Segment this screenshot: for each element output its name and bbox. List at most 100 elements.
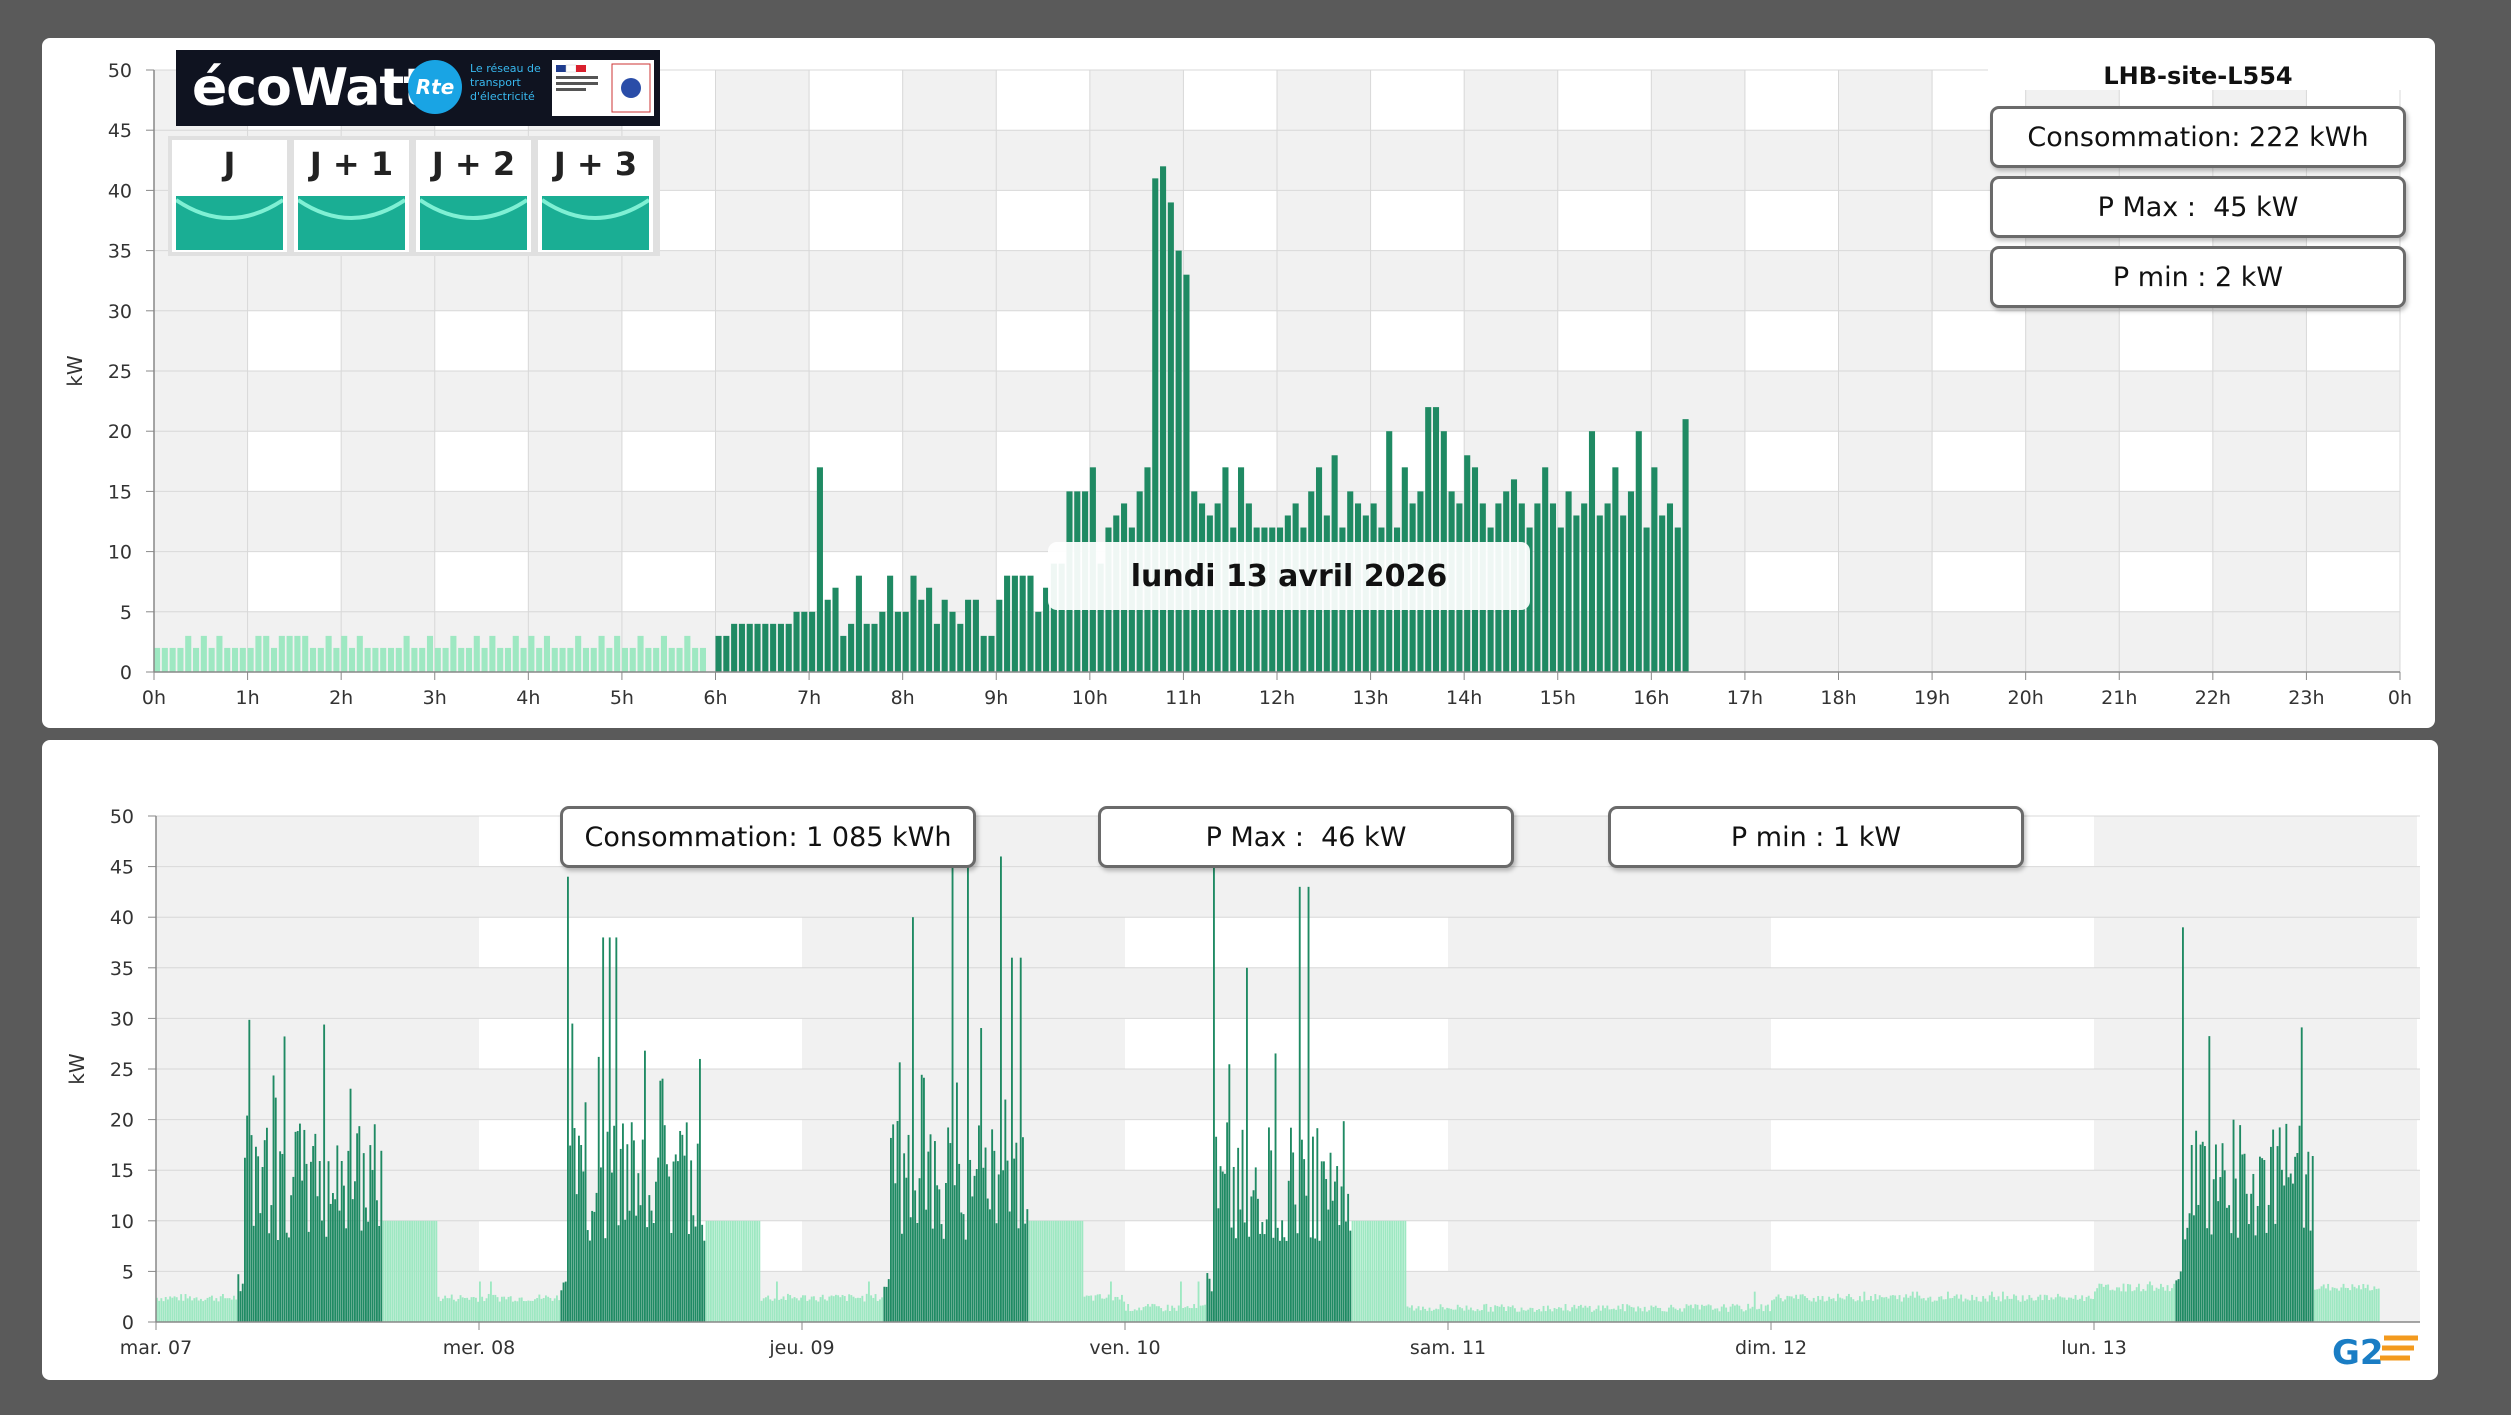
bar [839, 1297, 842, 1322]
bar [1382, 1220, 1385, 1322]
bar [958, 1163, 961, 1322]
bar [940, 1224, 943, 1322]
bar [872, 1297, 875, 1322]
bar [1489, 1306, 1492, 1322]
bar [1483, 1304, 1486, 1322]
bar [2318, 1288, 2321, 1322]
bar [411, 1220, 414, 1322]
bar [1228, 1064, 1231, 1322]
bar [345, 1228, 348, 1322]
bar [1784, 1299, 1787, 1322]
bar [1565, 491, 1572, 672]
bar [1294, 1204, 1297, 1322]
grid-cell [1838, 551, 1933, 612]
grid-band [156, 1119, 2420, 1171]
bar [202, 1301, 205, 1322]
bar [1371, 1220, 1374, 1322]
bar [348, 647, 356, 672]
bar [1793, 1298, 1795, 1322]
bar [380, 1150, 383, 1322]
bar [2190, 1144, 2193, 1322]
bar [1235, 1238, 1237, 1322]
ecowatt-day-label: J + 1 [309, 145, 394, 183]
bar [843, 1296, 846, 1322]
bar [2061, 1297, 2064, 1322]
bar [2155, 1287, 2158, 1322]
bar [809, 611, 816, 672]
bar [947, 1127, 950, 1322]
bar [1799, 1294, 1802, 1322]
bar [1360, 1220, 1363, 1322]
bar [771, 1300, 774, 1322]
x-tick-label: 12h [1259, 687, 1295, 709]
bar [2171, 1288, 2173, 1322]
bar [1136, 1310, 1138, 1322]
grid-cell [1464, 70, 1558, 131]
grid-cell [2212, 431, 2307, 492]
bar [1980, 1301, 1982, 1322]
bar [580, 1145, 583, 1322]
bar [791, 1298, 794, 1322]
bar [206, 1297, 209, 1322]
bar [1830, 1298, 1833, 1322]
bar [1672, 1307, 1675, 1322]
bar [558, 1300, 561, 1322]
bar [1050, 1220, 1053, 1322]
bar [1786, 1295, 1789, 1322]
bar [645, 647, 652, 672]
bar [1092, 1300, 1095, 1322]
bar [964, 1239, 967, 1322]
bar [473, 635, 480, 672]
bar [1841, 1298, 1844, 1322]
bar [898, 1062, 901, 1322]
y-axis-label: kW [65, 1053, 89, 1085]
y-tick-label: 0 [122, 1312, 134, 1334]
bar [1986, 1301, 1989, 1322]
bar [534, 1299, 536, 1322]
bar [1467, 1309, 1470, 1322]
grid-cell [1651, 310, 1745, 371]
bar [536, 1298, 539, 1322]
bar [1597, 1305, 1600, 1322]
grid-cell [156, 1018, 479, 1069]
bar [1630, 1306, 1633, 1322]
bar [600, 1167, 602, 1322]
bar [2263, 1159, 2266, 1322]
bar [1004, 1099, 1007, 1322]
bar [2052, 1299, 2055, 1322]
bar [2340, 1287, 2343, 1322]
bar [2175, 1280, 2178, 1322]
bar [663, 1125, 666, 1322]
bar [1472, 1310, 1475, 1322]
bar [215, 1298, 218, 1322]
bar [1870, 1296, 1872, 1322]
bar [1210, 1291, 1213, 1322]
bar [575, 1194, 578, 1322]
ecowatt-widget[interactable]: écoWatt Rte Le réseau de transport d'éle… [168, 46, 660, 256]
bar [2065, 1299, 2068, 1322]
bar [593, 1211, 596, 1322]
ecowatt-day-0[interactable]: J [172, 140, 287, 252]
ecowatt-day-2[interactable]: J + 2 [416, 140, 531, 252]
bar [2243, 1153, 2246, 1322]
bar [191, 1300, 194, 1322]
bar [926, 587, 933, 672]
bar [765, 1297, 767, 1322]
bar [1911, 1291, 1914, 1322]
bar [1171, 1305, 1174, 1322]
bar [1325, 1178, 1328, 1322]
bar [1566, 1310, 1569, 1322]
ecowatt-day-3[interactable]: J + 3 [538, 140, 653, 252]
bar [1351, 1220, 1354, 1322]
bar [501, 1296, 503, 1322]
bottom-consumption-box: Consommation: 1 085 kWh [560, 806, 976, 868]
bar [1632, 1307, 1635, 1322]
bar [770, 623, 777, 672]
bar [1419, 1310, 1422, 1322]
bar [956, 1082, 958, 1322]
bar [2166, 1285, 2169, 1322]
bar [1627, 491, 1635, 672]
ecowatt-day-1[interactable]: J + 1 [294, 140, 409, 252]
bar [692, 1215, 695, 1322]
bar [2325, 1288, 2327, 1322]
